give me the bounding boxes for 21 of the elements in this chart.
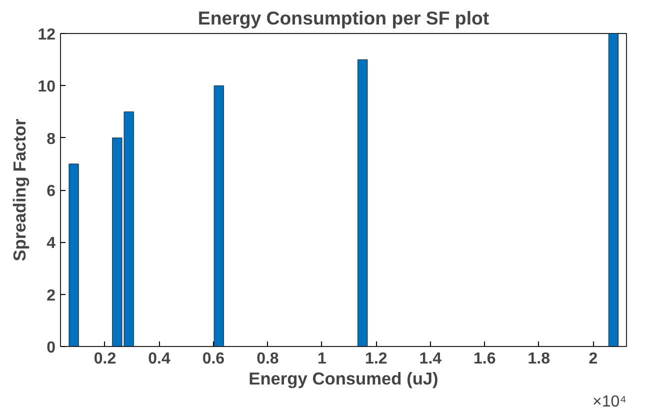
x-tick-label: 0.4	[148, 350, 170, 368]
y-tick-label: 0	[46, 340, 56, 356]
x-tick-label: 0.6	[202, 350, 225, 368]
y-tick-label: 10	[38, 78, 56, 96]
x-tick-label: 1	[317, 350, 326, 368]
y-tick-label: 2	[46, 287, 56, 304]
text: ×10⁴	[592, 394, 627, 410]
x-tick-label: 2	[588, 350, 598, 368]
x-tick-label: 1.2	[365, 350, 388, 368]
x-tick-label: 1.4	[419, 350, 442, 368]
y-tick-label: 6	[46, 183, 56, 200]
y-tick-label: 12	[38, 26, 56, 44]
x-tick-label: 0.8	[256, 350, 279, 368]
y-tick-label: 4	[46, 235, 56, 252]
x-tick-label: 1.8	[528, 350, 550, 368]
x-tick-label: 1.6	[474, 350, 496, 368]
y-axis-title: Spreading Factor	[10, 118, 30, 262]
chart-title: Energy Consumption per SF plot	[198, 8, 490, 28]
x-axis-title: Energy Consumed (uJ)	[248, 368, 438, 388]
x-tick-label: 0.2	[94, 350, 116, 368]
y-tick-label: 8	[46, 130, 56, 148]
